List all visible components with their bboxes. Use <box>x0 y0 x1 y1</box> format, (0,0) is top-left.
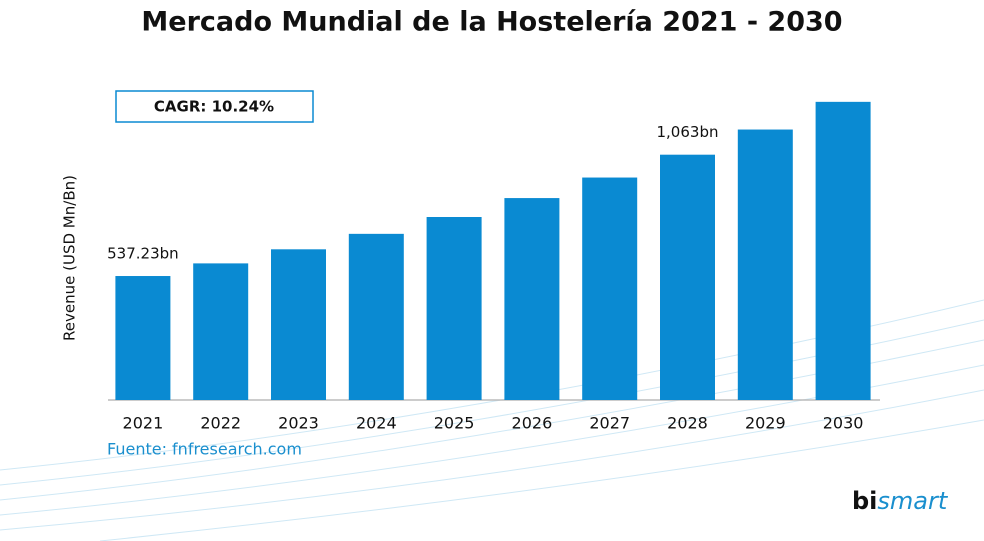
annotation-box <box>115 90 314 123</box>
x-tick-label: 2024 <box>356 414 397 433</box>
bar <box>737 129 793 401</box>
bar <box>504 198 560 400</box>
annotation: CAGR: 10.24% <box>154 98 274 116</box>
value-label: 1,063bn <box>657 123 719 141</box>
bar <box>193 263 249 400</box>
bar <box>426 217 482 400</box>
logo-suffix: smart <box>877 487 948 515</box>
bar <box>115 276 171 400</box>
x-tick-label: 2023 <box>278 414 319 433</box>
x-tick-label: 2028 <box>667 414 708 433</box>
logo-prefix: bi <box>852 487 877 515</box>
x-tick-label: 2027 <box>589 414 630 433</box>
bar <box>348 233 404 400</box>
value-label: 537.23bn <box>107 245 179 263</box>
logo: bismart <box>852 487 949 515</box>
bar <box>815 101 871 400</box>
chart-title: Mercado Mundial de la Hostelería 2021 - … <box>141 7 842 38</box>
source: Fuente: fnfresearch.com <box>107 440 302 459</box>
y-axis-label: Revenue (USD Mn/Bn) <box>61 175 79 341</box>
x-tick-label: 2029 <box>745 414 786 433</box>
bar <box>271 249 326 400</box>
x-tick-label: 2030 <box>823 414 864 433</box>
x-tick-label: 2022 <box>200 414 241 433</box>
x-tick-label: 2026 <box>512 414 553 433</box>
bar <box>660 154 715 400</box>
x-tick-label: 2025 <box>434 414 475 433</box>
x-tick-label: 2021 <box>123 414 164 433</box>
bar <box>582 177 638 400</box>
